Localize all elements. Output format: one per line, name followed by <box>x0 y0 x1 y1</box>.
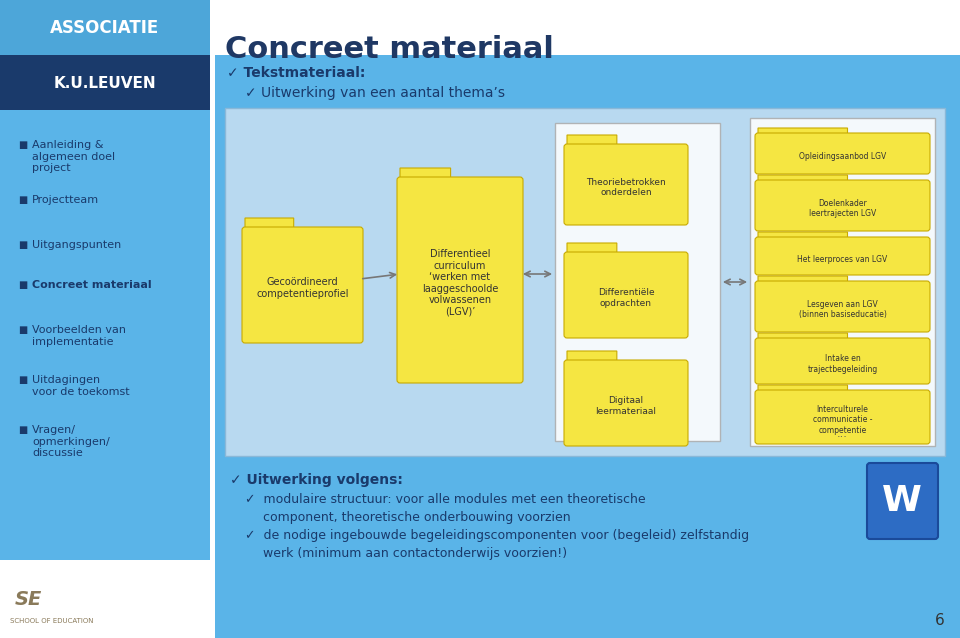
Polygon shape <box>567 351 617 365</box>
Text: ...: ... <box>837 429 848 439</box>
Text: Differentieel
curriculum
‘werken met
laaggeschoolde
volwassenen
(LGV)’: Differentieel curriculum ‘werken met laa… <box>421 249 498 317</box>
Text: Digitaal
leermateriaal: Digitaal leermateriaal <box>595 396 657 416</box>
Text: Concreet materiaal: Concreet materiaal <box>225 36 554 64</box>
Text: ✓ Uitwerking van een aantal thema’s: ✓ Uitwerking van een aantal thema’s <box>245 86 505 100</box>
FancyBboxPatch shape <box>755 237 930 275</box>
FancyBboxPatch shape <box>555 123 720 441</box>
Polygon shape <box>758 175 848 185</box>
FancyBboxPatch shape <box>755 133 930 174</box>
FancyBboxPatch shape <box>755 390 930 444</box>
Polygon shape <box>758 276 848 286</box>
Text: ■: ■ <box>18 425 27 435</box>
Text: SE: SE <box>15 590 42 609</box>
Text: ✓  modulaire structuur: voor alle modules met een theoretische: ✓ modulaire structuur: voor alle modules… <box>245 493 646 506</box>
Bar <box>0 0 210 55</box>
Polygon shape <box>758 385 848 395</box>
Text: Aanleiding &
algemeen doel
project: Aanleiding & algemeen doel project <box>32 140 115 173</box>
FancyBboxPatch shape <box>755 281 930 332</box>
Text: werk (minimum aan contactonderwijs voorzien!): werk (minimum aan contactonderwijs voorz… <box>263 547 567 560</box>
Text: 6: 6 <box>935 613 945 628</box>
Bar <box>0 560 210 638</box>
Text: Projectteam: Projectteam <box>32 195 99 205</box>
Text: Uitdagingen
voor de toekomst: Uitdagingen voor de toekomst <box>32 375 130 397</box>
FancyBboxPatch shape <box>750 118 935 446</box>
Text: ✓  de nodige ingebouwde begeleidingscomponenten voor (begeleid) zelfstandig: ✓ de nodige ingebouwde begeleidingscompo… <box>245 529 749 542</box>
Text: SCHOOL OF EDUCATION: SCHOOL OF EDUCATION <box>10 618 93 624</box>
FancyBboxPatch shape <box>225 108 945 456</box>
FancyBboxPatch shape <box>564 144 688 225</box>
Text: ■: ■ <box>18 240 27 250</box>
Polygon shape <box>758 232 848 242</box>
FancyBboxPatch shape <box>564 360 688 446</box>
Text: K.U.LEUVEN: K.U.LEUVEN <box>54 75 156 91</box>
Text: Vragen/
opmerkingen/
discussie: Vragen/ opmerkingen/ discussie <box>32 425 109 458</box>
Text: component, theoretische onderbouwing voorzien: component, theoretische onderbouwing voo… <box>263 511 570 524</box>
Text: Differentiële
opdrachten: Differentiële opdrachten <box>598 288 655 308</box>
Text: ASSOCIATIE: ASSOCIATIE <box>50 19 159 37</box>
FancyBboxPatch shape <box>564 252 688 338</box>
Bar <box>0 110 210 560</box>
FancyBboxPatch shape <box>755 180 930 231</box>
Polygon shape <box>400 168 450 182</box>
FancyBboxPatch shape <box>755 338 930 384</box>
Polygon shape <box>567 243 617 257</box>
FancyBboxPatch shape <box>867 463 938 539</box>
Polygon shape <box>758 333 848 343</box>
Text: Gecoördineerd
competentieprofiel: Gecoördineerd competentieprofiel <box>256 277 348 299</box>
Text: Uitgangspunten: Uitgangspunten <box>32 240 121 250</box>
Text: Het leerproces van LGV: Het leerproces van LGV <box>798 255 888 263</box>
Bar <box>215 55 960 638</box>
Text: ✓ Tekstmateriaal:: ✓ Tekstmateriaal: <box>227 66 366 80</box>
Text: Doelenkader
leertrajecten LGV: Doelenkader leertrajecten LGV <box>809 199 876 218</box>
Text: Intake en
trajectbegeleiding: Intake en trajectbegeleiding <box>807 354 877 374</box>
Text: ✓ Uitwerking volgens:: ✓ Uitwerking volgens: <box>230 473 403 487</box>
FancyBboxPatch shape <box>397 177 523 383</box>
Text: ■: ■ <box>18 325 27 335</box>
Text: Voorbeelden van
implementatie: Voorbeelden van implementatie <box>32 325 126 346</box>
Text: Theoriebetrokken
onderdelen: Theoriebetrokken onderdelen <box>587 178 666 197</box>
Polygon shape <box>245 218 294 232</box>
Text: Lesgeven aan LGV
(binnen basiseducatie): Lesgeven aan LGV (binnen basiseducatie) <box>799 300 886 319</box>
Polygon shape <box>567 135 617 149</box>
FancyBboxPatch shape <box>242 227 363 343</box>
Text: Concreet materiaal: Concreet materiaal <box>32 280 152 290</box>
Text: Interculturele
communicatie -
competentie: Interculturele communicatie - competenti… <box>813 405 873 435</box>
Text: Opleidingsaanbod LGV: Opleidingsaanbod LGV <box>799 152 886 161</box>
Text: ■: ■ <box>18 195 27 205</box>
Bar <box>215 0 960 110</box>
Polygon shape <box>758 128 848 138</box>
Bar <box>0 55 210 110</box>
Text: ■: ■ <box>18 375 27 385</box>
Text: ■: ■ <box>18 280 27 290</box>
Text: ■: ■ <box>18 140 27 150</box>
Text: W: W <box>882 484 922 518</box>
